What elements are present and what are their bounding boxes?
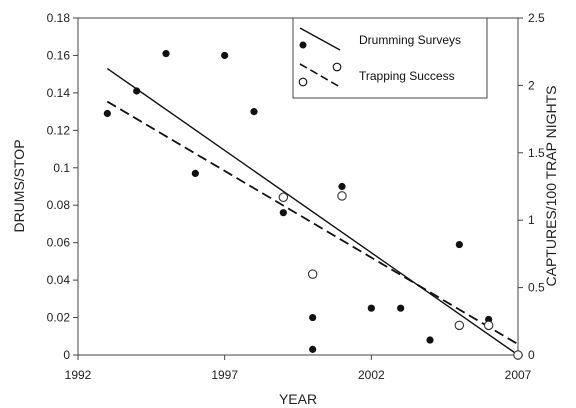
left-tick-label: 0.18 [47,11,71,25]
x-axis-title: YEAR [279,391,317,407]
legend-drumming-label: Drumming Surveys [359,33,461,47]
right-tick-label: 1 [528,213,535,227]
point-drumming [338,182,346,191]
legend-box [292,17,488,99]
point-drumming [426,336,434,344]
legend-trapping-label: Trapping Success [359,69,455,83]
point-trapping [513,350,523,360]
point-drumming [279,209,287,217]
point-drumming [103,109,111,118]
right-tick-label: 1.5 [528,146,545,160]
point-drumming [309,313,317,322]
right-tick-label: 0 [528,348,535,362]
point-trapping [483,320,494,331]
point-drumming [367,304,375,312]
left-tick-label: 0.16 [47,48,71,62]
point-drumming [397,304,405,312]
trendline-trapping [106,100,519,345]
point-trapping [454,320,465,331]
x-tick-label: 2007 [505,368,532,382]
left-tick-label: 0.08 [47,198,71,212]
point-drumming [133,87,141,95]
legend-trapping-line [299,63,341,88]
left-tick-label: 0.02 [47,311,71,325]
point-drumming [191,169,199,177]
left-tick-label: 0.1 [53,161,70,175]
x-tick-label: 1997 [211,368,238,382]
left-tick-label: 0.14 [47,86,71,100]
right-tick-label: 2 [528,78,535,92]
left-tick-label: 0.12 [47,123,71,137]
point-drumming [221,51,229,60]
left-tick-label: 0 [63,348,70,362]
point-drumming [455,240,463,249]
point-drumming [309,345,317,353]
x-tick-label: 2002 [358,368,385,382]
left-tick-label: 0.04 [47,273,71,287]
legend-drumming-line [299,27,341,51]
right-tick-label: 2.5 [528,11,545,25]
right-axis-title: CAPTURES/100 TRAP NIGHTS [543,86,559,287]
point-trapping [307,269,318,279]
legend-drumming-marker [299,41,307,49]
point-drumming [250,108,258,116]
legend-trapping-marker [332,62,342,72]
point-trapping [278,192,289,203]
left-axis-title: DRUMS/STOP [11,139,27,232]
left-tick-label: 0.06 [47,236,71,250]
right-tick-label: 0.5 [528,281,545,295]
x-tick-label: 1992 [65,368,92,382]
trendline-drumming [106,67,519,356]
point-trapping [337,191,347,201]
point-drumming [162,49,170,58]
legend: Drumming Surveys Trapping Success [292,17,488,99]
legend-trapping-marker-2 [298,77,308,87]
